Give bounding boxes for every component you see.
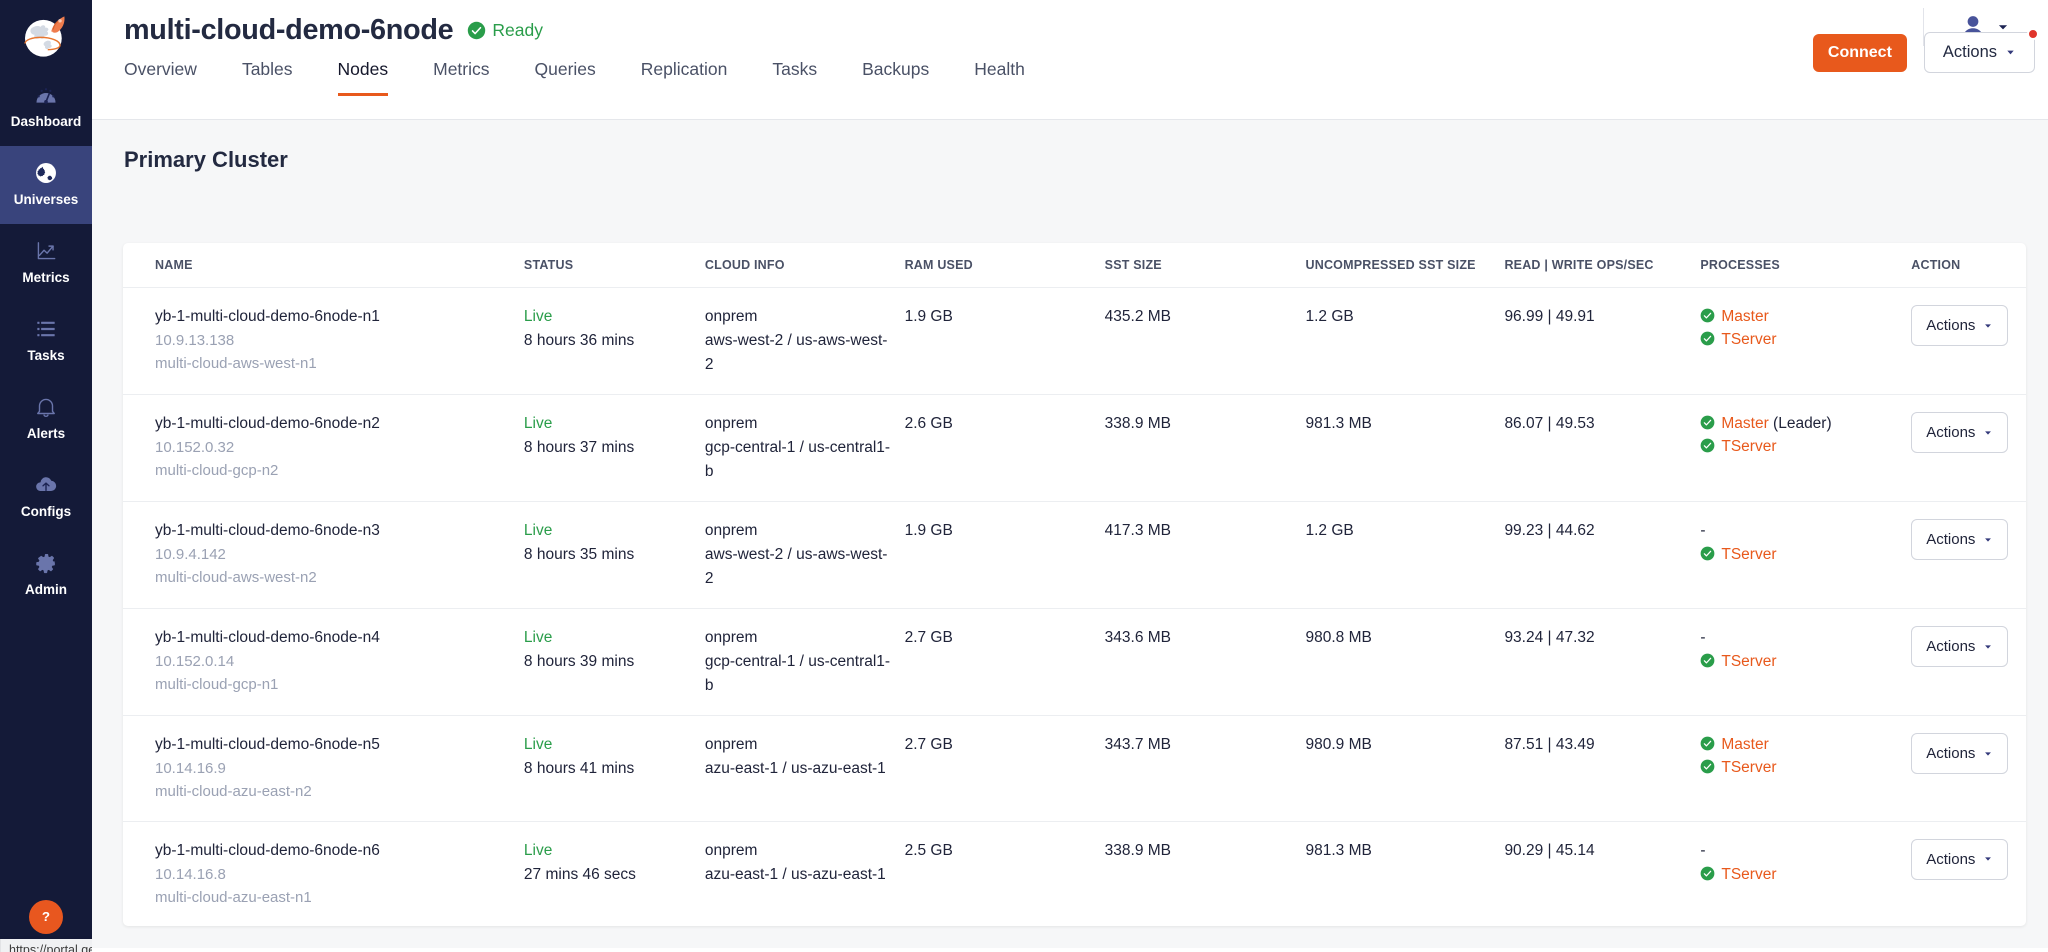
- svg-text:?: ?: [42, 909, 50, 924]
